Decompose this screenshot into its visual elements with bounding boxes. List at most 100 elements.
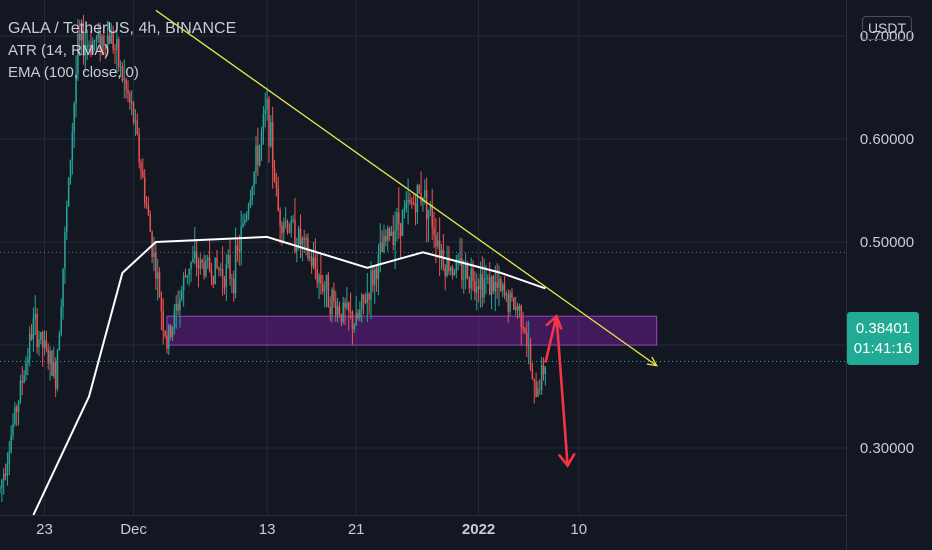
projection-arrowhead-down: [558, 453, 576, 468]
candle-body: [511, 292, 513, 298]
candle-body: [297, 228, 300, 247]
candle-body: [67, 177, 70, 207]
candle-body: [77, 33, 79, 74]
candle-body: [60, 306, 62, 335]
candle-body: [412, 202, 415, 204]
candle-body: [143, 177, 146, 204]
candle-body: [507, 294, 510, 312]
candle-body: [468, 278, 471, 289]
candle-body: [238, 249, 241, 252]
candle-body: [540, 365, 543, 390]
candle-body: [127, 89, 129, 94]
candle-body: [132, 102, 135, 123]
currency-badge[interactable]: USDT: [862, 16, 912, 40]
candle-body: [516, 306, 519, 311]
candle-body: [388, 228, 391, 237]
candle-body: [533, 378, 535, 382]
candle-body: [166, 335, 168, 349]
candle-body: [481, 274, 484, 298]
candle-body: [119, 66, 122, 68]
candle-body: [294, 219, 296, 252]
candle-body: [49, 350, 51, 364]
candle-body: [27, 359, 29, 363]
candle-body: [114, 49, 116, 51]
candle-body: [164, 330, 166, 336]
candle-body: [0, 487, 1, 490]
chart-title[interactable]: GALA / TetherUS, 4h, BINANCE: [8, 20, 237, 37]
candle-body: [227, 255, 229, 264]
candle-body: [309, 256, 311, 258]
candle-body: [310, 256, 313, 267]
candle-body: [264, 109, 267, 114]
candle-body: [203, 262, 205, 277]
candle-body: [169, 325, 172, 337]
candle-body: [268, 98, 270, 147]
candle-body: [322, 283, 324, 292]
candle-body: [190, 261, 192, 269]
candle-body: [477, 286, 480, 290]
candle-body: [401, 210, 404, 237]
candle-body: [80, 30, 83, 41]
candle-body: [21, 380, 24, 383]
candle-body: [314, 257, 317, 270]
candle-body: [90, 44, 92, 54]
candle-body: [284, 220, 287, 223]
candle-body: [234, 245, 237, 294]
candle-body: [286, 220, 289, 233]
candle-body: [303, 238, 305, 240]
indicator-ema[interactable]: EMA (100, close, 0): [8, 64, 139, 81]
y-tick-label: 0.60000: [860, 131, 914, 148]
candle-body: [296, 246, 298, 252]
candle-body: [249, 199, 252, 206]
candle-body: [427, 210, 430, 220]
candle-body: [117, 38, 120, 67]
candle-body: [490, 276, 493, 295]
candle-body: [505, 294, 508, 296]
candle-body: [498, 278, 500, 288]
candle-body: [333, 289, 335, 302]
y-tick-label: 0.30000: [860, 440, 914, 457]
candle-body: [425, 190, 428, 220]
projection-arrowhead-up: [545, 313, 563, 330]
candle-body: [41, 331, 44, 348]
candle-body: [281, 225, 283, 233]
candle-body: [475, 286, 478, 293]
candle-body: [257, 145, 259, 166]
candle-body: [290, 220, 292, 233]
candle-body: [182, 276, 185, 291]
candle-body: [398, 212, 400, 224]
candle-body: [73, 103, 75, 132]
candle-body: [36, 314, 38, 348]
candle-body: [283, 222, 285, 233]
candle-body: [338, 306, 341, 315]
candle-body: [179, 299, 181, 311]
candle-body: [381, 242, 383, 253]
x-tick-label: 23: [36, 521, 53, 538]
candle-body: [431, 204, 433, 228]
candle-body: [99, 30, 101, 52]
candle-body: [138, 133, 140, 163]
candle-body: [62, 268, 64, 307]
candle-body: [82, 30, 85, 56]
x-tick-label: 2022: [462, 521, 495, 538]
candle-body: [292, 219, 294, 221]
candle-body: [123, 79, 126, 81]
candle-body: [463, 278, 465, 280]
candle-body: [219, 269, 222, 271]
candle-body: [171, 327, 174, 337]
candle-body: [208, 257, 211, 271]
candle-body: [433, 227, 435, 235]
candle-body: [357, 312, 359, 319]
y-tick-label: 0.50000: [860, 234, 914, 251]
candle-body: [160, 297, 163, 312]
candle-body: [97, 30, 100, 38]
candle-body: [104, 45, 107, 49]
candle-body: [487, 277, 489, 279]
candle-body: [383, 235, 385, 253]
candle-body: [225, 263, 228, 288]
candle-body: [53, 362, 55, 376]
indicator-atr[interactable]: ATR (14, RMA): [8, 42, 110, 59]
candle-body: [448, 257, 450, 272]
